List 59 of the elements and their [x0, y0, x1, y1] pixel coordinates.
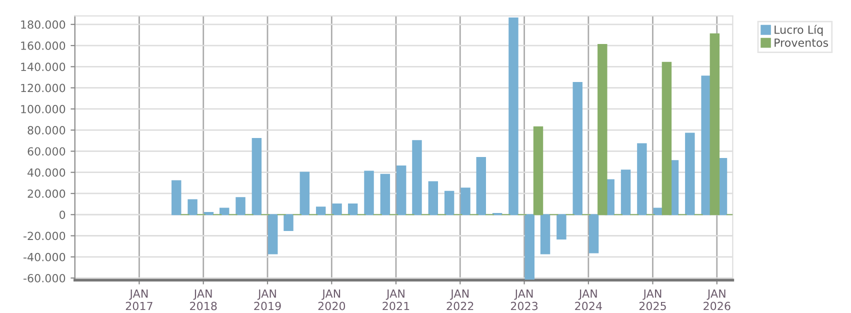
y-tick-label: 20.000	[28, 189, 66, 198]
y-tick-label: 160.000	[21, 42, 66, 50]
bar	[284, 214, 294, 232]
y-tick-label: 40.000	[28, 168, 66, 177]
bar	[220, 208, 230, 216]
bar	[188, 199, 198, 216]
bar	[364, 170, 374, 216]
bar	[412, 140, 422, 216]
bar	[685, 132, 695, 216]
y-tick-label: 80.000	[28, 126, 66, 134]
x-tick-label: JAN 2022	[446, 290, 474, 310]
bar	[476, 157, 486, 216]
bar	[588, 214, 599, 254]
bar	[533, 126, 544, 216]
x-tick-label: JAN 2019	[254, 290, 281, 310]
x-tick-label: JAN 2025	[639, 290, 666, 310]
x-tick-label: JAN 2026	[704, 290, 730, 310]
bar	[524, 214, 534, 280]
legend-label: Lucro Líq	[774, 24, 823, 36]
bar	[236, 197, 246, 216]
bar	[332, 204, 342, 216]
y-tick-label: 180.000	[21, 20, 66, 29]
bar	[637, 143, 647, 216]
x-tick-label: JAN 2020	[318, 290, 346, 310]
bar	[620, 170, 631, 216]
bar	[572, 82, 582, 216]
x-tick-label: JAN 2024	[575, 290, 602, 310]
bar	[252, 138, 262, 216]
bar	[653, 208, 663, 216]
y-tick-label: 140.000	[21, 62, 66, 72]
x-tick-label: JAN 2023	[510, 290, 538, 310]
bar	[508, 18, 518, 216]
bar	[556, 214, 566, 240]
bar	[540, 214, 550, 254]
x-tick-label: JAN 2017	[126, 290, 152, 310]
bar	[701, 76, 711, 216]
bar	[428, 181, 438, 216]
bar	[598, 44, 608, 216]
x-tick-label: JAN 2018	[190, 290, 217, 310]
bar	[316, 206, 326, 216]
bar	[396, 165, 406, 216]
bar	[380, 174, 390, 216]
y-tick-label: 60.000	[28, 147, 66, 156]
x-tick-label: JAN 2021	[382, 290, 410, 310]
bar	[348, 204, 358, 216]
bar	[172, 180, 182, 216]
y-tick-label: -20.000	[24, 232, 66, 240]
y-tick-label: -40.000	[24, 252, 66, 262]
y-tick-label: 0	[60, 210, 66, 219]
y-tick-label: -60.000	[24, 274, 66, 282]
y-tick-label: 120.000	[21, 84, 66, 92]
bar	[268, 214, 278, 254]
bar	[300, 172, 310, 216]
y-tick-label: 100.000	[21, 104, 66, 114]
bar	[444, 190, 454, 216]
bar	[710, 33, 720, 216]
bar	[460, 188, 470, 216]
bar	[662, 62, 672, 216]
legend-label: Proventos	[774, 38, 828, 47]
